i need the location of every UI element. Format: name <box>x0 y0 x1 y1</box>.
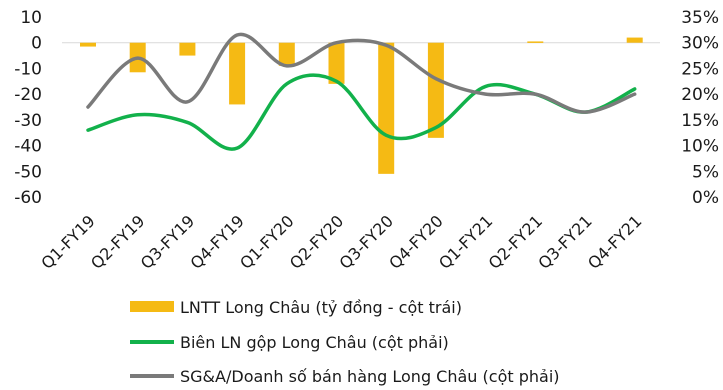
y-left-tick-label: -30 <box>14 111 42 131</box>
y-left-tick-label: -20 <box>14 85 42 105</box>
y-left-tick-label: 10 <box>20 8 42 28</box>
y-right-tick-label: 15% <box>681 111 719 131</box>
y-right-tick-label: 0% <box>692 188 719 208</box>
legend-label-sga: SG&A/Doanh số bán hàng Long Châu (cột ph… <box>180 367 560 386</box>
y-right-tick-label: 20% <box>681 85 719 105</box>
bar-series <box>80 37 643 174</box>
y-right-tick-label: 5% <box>692 162 719 182</box>
x-tick-label: Q4-FY20 <box>385 211 446 272</box>
bar <box>378 42 395 174</box>
bar <box>427 42 444 138</box>
y-right-tick-label: 10% <box>681 137 719 157</box>
bar <box>278 42 295 66</box>
line-series <box>86 32 637 151</box>
y-right-tick-label: 25% <box>681 59 719 79</box>
legend-swatch-bar <box>130 301 174 312</box>
legend: LNTT Long Châu (tỷ đồng - cột trái) Biên… <box>130 298 560 386</box>
legend-label-bar: LNTT Long Châu (tỷ đồng - cột trái) <box>180 298 462 317</box>
left-axis: 10 0 -10 -20 -30 -40 -50 -60 <box>14 8 42 208</box>
y-left-tick-label: -60 <box>14 188 42 208</box>
bar <box>80 42 96 47</box>
y-right-tick-label: 35% <box>681 8 719 28</box>
x-tick-label: Q1-FY21 <box>435 211 496 272</box>
bar <box>328 42 345 84</box>
x-tick-label: Q4-FY21 <box>584 211 645 272</box>
legend-label-gross-margin: Biên LN gộp Long Châu (cột phải) <box>180 333 449 352</box>
y-right-tick-label: 30% <box>681 34 719 54</box>
x-tick-label: Q2-FY19 <box>87 211 148 272</box>
x-axis: Q1-FY19Q2-FY19Q3-FY19Q4-FY19Q1-FY20Q2-FY… <box>37 211 645 272</box>
x-tick-label: Q2-FY21 <box>485 211 546 272</box>
x-tick-label: Q3-FY20 <box>336 211 397 272</box>
x-tick-label: Q2-FY20 <box>286 211 347 272</box>
bar <box>626 37 643 43</box>
legend-item-gross-margin: Biên LN gộp Long Châu (cột phải) <box>130 333 449 352</box>
x-tick-label: Q1-FY19 <box>37 211 98 272</box>
x-tick-label: Q3-FY19 <box>137 211 198 272</box>
x-tick-label: Q4-FY19 <box>186 211 247 272</box>
x-tick-label: Q1-FY20 <box>236 211 297 272</box>
x-tick-label: Q3-FY21 <box>534 211 595 272</box>
legend-item-sga: SG&A/Doanh số bán hàng Long Châu (cột ph… <box>130 367 560 386</box>
right-axis: 35% 30% 25% 20% 15% 10% 5% 0% <box>681 8 719 208</box>
y-left-tick-label: -40 <box>14 137 42 157</box>
y-left-tick-label: -50 <box>14 162 42 182</box>
bar <box>527 41 544 43</box>
legend-item-bar: LNTT Long Châu (tỷ đồng - cột trái) <box>130 298 462 317</box>
gross-margin-line <box>86 73 637 151</box>
bar <box>229 42 246 105</box>
y-left-tick-label: -10 <box>14 59 42 79</box>
y-left-tick-label: 0 <box>31 34 42 54</box>
bar <box>179 42 196 56</box>
sga-ratio-line <box>86 32 637 114</box>
